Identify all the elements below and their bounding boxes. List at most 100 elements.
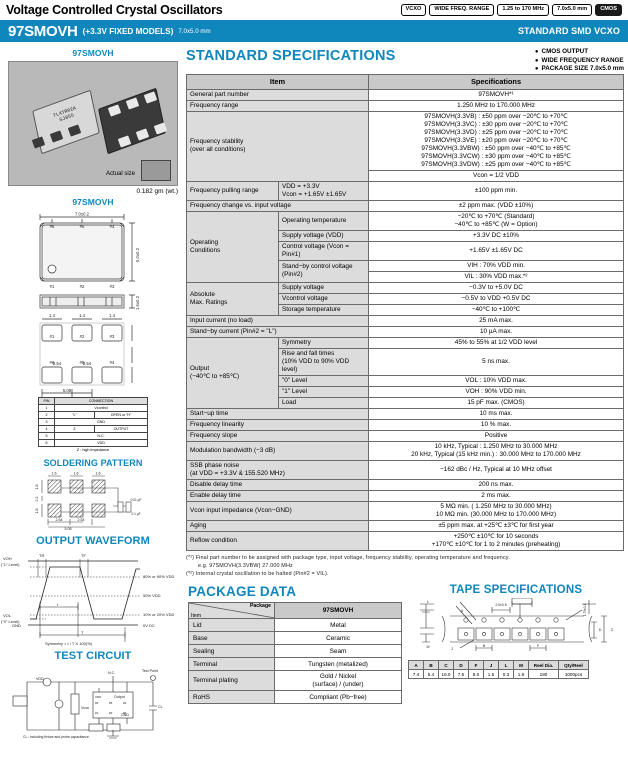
badge-frequency-range: 1.25 to 170 MHz <box>497 3 550 17</box>
tape-col-L: L <box>498 660 514 671</box>
pin-table-header-connection: CONNECTION <box>54 397 148 405</box>
spec-header-row: Item Specifications <box>185 73 624 90</box>
solder-width-2: 1.6 <box>74 472 79 476</box>
package-data-value: Compliant (Pb−free) <box>274 690 402 705</box>
package-data-table: Package Item 97SMOVH Lid Metal Base <box>188 602 402 705</box>
tape-value-L: 0.3 <box>498 669 514 680</box>
pin-table-note: Z : high impedance <box>76 448 110 452</box>
svg-text:#2: #2 <box>109 711 113 715</box>
spec-row-frequency-range: Frequency range 1.250 MHz to 170.000 MHz <box>185 99 624 112</box>
package-data-row: RoHS Compliant (Pb−free) <box>188 690 402 705</box>
solder-vert-1: 1.8 <box>35 485 39 490</box>
spec-value: ±100 ppm min. <box>368 180 624 201</box>
spec-value: ±5 ppm max. at +25℃ ±3℃ for first year <box>368 519 624 532</box>
solder-vert-2: 2.2 <box>35 497 39 502</box>
spec-value: VIL : 30% VDD max.*² <box>368 270 624 283</box>
tape-label-C: C <box>611 628 614 632</box>
pin-connection: Vcontrol <box>54 404 148 412</box>
tape-col-M: M <box>513 660 529 671</box>
pin-label-1: #1 <box>50 284 55 289</box>
actual-size-swatch <box>141 160 171 181</box>
spec-subitem: Vcontrol voltage <box>277 292 370 305</box>
package-data-row: Base Ceramic <box>188 631 402 646</box>
spec-value: Positive <box>368 429 624 442</box>
tape-label-D: D <box>599 628 602 632</box>
spec-row-frequency-stability: Frequency stability (over all conditions… <box>185 110 624 182</box>
package-data-key: RoHS <box>188 690 275 705</box>
stability-line: 97SMOVH(3.3VB) : ±50 ppm over −20℃ to +7… <box>424 112 568 120</box>
label-t-small: t <box>57 602 59 607</box>
svg-text:#6: #6 <box>95 701 99 705</box>
spec-item: Frequency stability (over all conditions… <box>185 110 370 182</box>
spec-value: −162 dBc / Hz, Typical at 10 MHz offset <box>368 459 624 480</box>
output-waveform-title: OUTPUT WAVEFORM <box>36 535 150 547</box>
spec-value: ±2 ppm max. (VDD ±10%) <box>368 199 624 212</box>
label-output: Output <box>114 695 125 699</box>
spec-value: 1.250 MHz to 170.000 MHz <box>368 99 624 112</box>
pin-connection: N.C. <box>54 432 148 440</box>
tape-value-C: 16.0 <box>438 669 454 680</box>
left-column: 97SMOVH 7L4TR02A SJ855 Actua <box>0 48 186 740</box>
package-data-model: 97SMOVH <box>274 602 402 620</box>
spec-row-general-part-number: General part number 97SMOVH*¹ <box>185 88 624 101</box>
label-level-low: 10% or 20% VDD <box>143 612 174 617</box>
spec-value: −0.5V to VDD +0.5V DC <box>368 292 624 305</box>
spec-row-standby-control-voltage: Stand−by control voltage (Pin#2) VIH : 7… <box>187 259 624 283</box>
badge-wide-freq-range: WIDE FREQ. RANGE <box>429 3 495 17</box>
dim-height-label: 5.0±0.2 <box>135 247 140 262</box>
label-vdd-pin: VDD <box>95 695 102 699</box>
model-voltage-note: (+3.3V FIXED MODELS) <box>82 26 174 36</box>
spec-item: SSB phase noise (at VDD = +3.3V & 155.52… <box>185 459 370 480</box>
spec-group-output: Output (−40℃ to +85℃) <box>186 336 279 409</box>
spec-row-disable-delay-time: Disable delay time 200 ns max. <box>185 478 624 491</box>
spec-value: 97SMOVH*¹ <box>368 88 624 101</box>
pin-label-6: #6 <box>50 224 55 229</box>
package-data-row: Sealing Seam <box>188 644 402 659</box>
spec-row-frequency-change-vs-input-voltage: Frequency change vs. input voltage ±2 pp… <box>185 199 624 212</box>
spec-value: 15 pF max. (CMOS) <box>368 396 624 409</box>
package-data-corner-item: Item <box>191 613 202 620</box>
solder-pitch-1: 2.54 <box>56 518 63 522</box>
spec-subitem: Control voltage (Vcon = Pin#1) <box>277 240 370 261</box>
spec-value: VOH : 90% VDD min. <box>368 385 624 398</box>
package-data-row: Lid Metal <box>188 618 402 633</box>
spec-subitem: "0" Level <box>277 374 370 387</box>
specifications-footnotes: (*¹) Final part number to be assigned wi… <box>186 554 624 578</box>
label-cl: CL <box>158 705 163 709</box>
spec-row-control-voltage: Control voltage (Vcon = Pin#1) +1.65V ±1… <box>187 240 624 261</box>
spec-row-vcon-input-impedance: Vcon input impedance (Vcon−GND) 5 MΩ min… <box>185 500 624 521</box>
solder-width-3: 1.6 <box>96 472 101 476</box>
label-nc: N.C. <box>108 671 115 675</box>
pin-label-2: #2 <box>80 284 85 289</box>
package-data-value: Gold / Nickel (surface) / (under) <box>274 670 402 692</box>
label-vcon: Vcon <box>81 706 89 710</box>
spec-value: −40℃ to +100℃ <box>368 303 624 316</box>
package-data-key: Terminal <box>188 657 275 672</box>
product-photo: 7L4TR02A SJ855 Actual size <box>8 61 178 186</box>
spec-subitem: Storage temperature <box>277 303 370 316</box>
label-t-big: T <box>81 630 84 635</box>
tape-col-F: F <box>468 660 484 671</box>
test-circuit-title: TEST CIRCUIT <box>54 650 132 662</box>
spec-item: Frequency range <box>185 99 370 112</box>
feature-bullets: CMOS OUTPUT WIDE FREQUENCY RANGE PACKAGE… <box>535 48 624 74</box>
tape-value-J: 1.5 <box>483 669 499 680</box>
package-data-value: Ceramic <box>274 631 402 646</box>
label-voh-sub: ("1" Level) <box>1 562 20 567</box>
package-data-corner-package: Package <box>249 603 271 610</box>
tape-drawing: 4.0±0.1 2.0±0.5 B F L M C D J A 1. <box>420 598 614 652</box>
pin-table-row: 5 N.C. <box>38 432 148 440</box>
tape-label-J: J <box>451 647 453 651</box>
tape-col-J: J <box>483 660 499 671</box>
stability-line: 97SMOVH(3.3VE) : ±20 ppm over −20℃ to +7… <box>424 136 568 144</box>
tape-label-B: B <box>483 644 486 648</box>
pad-id-4: #4 <box>110 360 115 365</box>
spec-value: 10 % max. <box>368 418 624 431</box>
spec-item: Aging <box>185 519 370 532</box>
page-header: Voltage Controlled Crystal Oscillators V… <box>0 0 628 19</box>
spec-item: Enable delay time <box>185 489 370 502</box>
package-data-corner-cell: Package Item <box>188 602 275 620</box>
pin-label-5: #5 <box>80 224 85 229</box>
label-vdd: VDD <box>36 677 44 681</box>
